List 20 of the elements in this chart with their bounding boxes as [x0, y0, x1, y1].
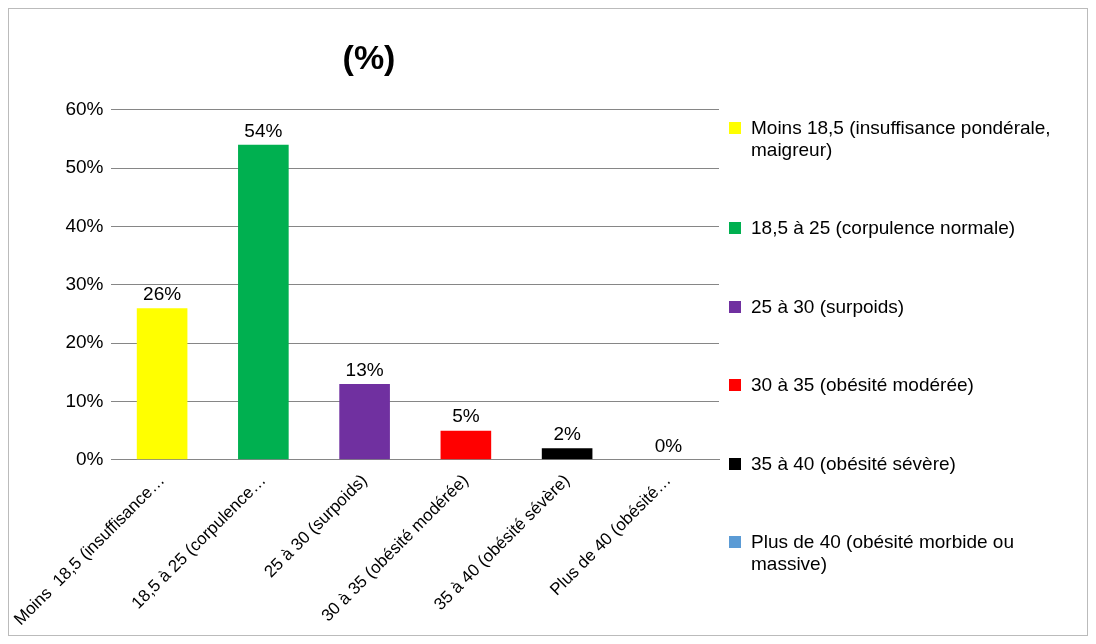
data-label: 54% [244, 119, 283, 141]
legend-label: 18,5 à 25 (corpulence normale) [751, 217, 1016, 240]
data-label: 26% [143, 282, 182, 304]
legend-label: 30 à 35 (obésité modérée) [751, 374, 974, 397]
y-tick-label: 20% [65, 331, 104, 353]
y-tick-label: 10% [65, 389, 104, 411]
y-tick-label: 40% [65, 214, 104, 236]
y-tick-label: 30% [65, 273, 104, 295]
data-label: 0% [654, 434, 683, 456]
legend-label: 35 à 40 (obésité sévère) [751, 452, 956, 475]
data-label: 13% [345, 358, 384, 380]
data-label: 5% [452, 405, 480, 427]
chart-title: (%) [342, 37, 396, 76]
legend-label: Moins 18,5 (insuffisance pondérale, maigreur) [751, 117, 1052, 161]
legend-label: Plus de 40 (obésité morbide ou massive) [751, 530, 1015, 575]
legend-label: 25 à 30 (surpoids) [751, 295, 905, 318]
y-tick-label: 50% [65, 156, 104, 178]
data-label: 2% [553, 422, 581, 444]
y-tick-label: 0% [76, 448, 104, 470]
y-tick-label: 60% [65, 98, 104, 120]
